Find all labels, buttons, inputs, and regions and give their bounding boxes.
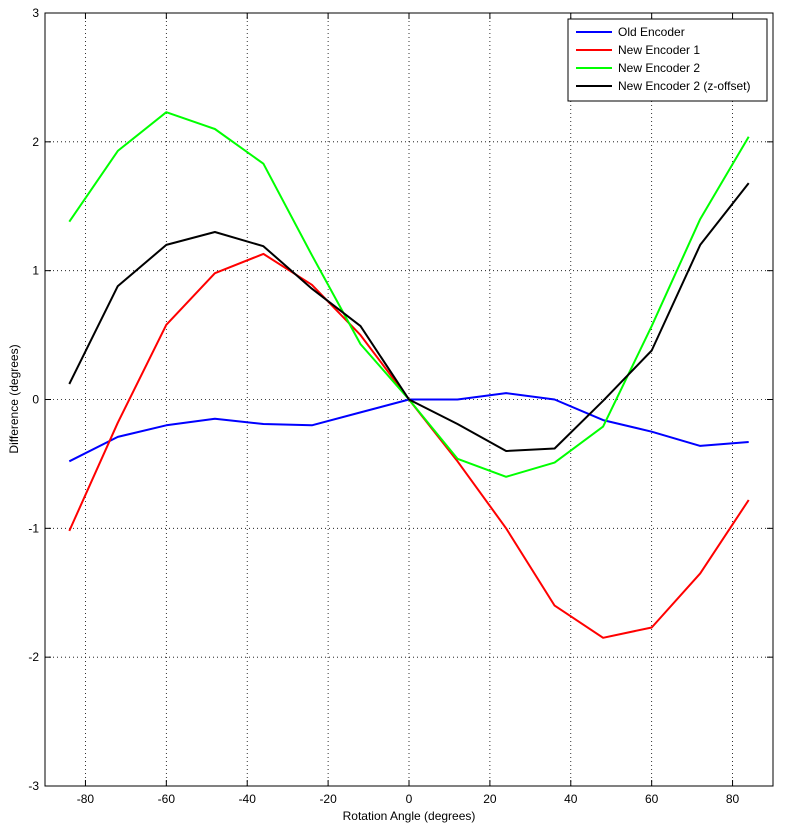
y-tick-label: 2 [32,135,39,149]
series-line-3 [68,182,750,452]
axis-ticks: -80 -60 -40 -20 0 20 40 60 80 -3 -2 -1 0 1 2 3 [28,6,773,806]
legend-label-1: New Encoder 1 [618,43,700,57]
y-tick-label: 1 [32,264,39,278]
legend: Old Encoder New Encoder 1 New Encoder 2 New… [567,18,768,102]
x-axis-title: Rotation Angle (degrees) [343,809,476,823]
legend-label-2: New Encoder 2 [618,61,700,75]
legend-label-0: Old Encoder [618,25,685,39]
x-tick-label: 40 [564,792,578,806]
y-tick-label: 0 [32,393,39,407]
y-tick-label: 3 [32,6,39,20]
x-tick-label: 20 [483,792,497,806]
series-group [68,111,750,639]
y-axis-title: Difference (degrees) [7,344,21,453]
x-tick-label: -60 [158,792,176,806]
x-tick-label: 80 [726,792,740,806]
x-tick-label: -20 [319,792,337,806]
y-tick-label: -3 [28,779,39,793]
x-tick-label: 60 [645,792,659,806]
x-tick-label: -80 [77,792,95,806]
y-tick-label: -1 [28,521,39,535]
x-tick-label: 0 [406,792,413,806]
y-tick-label: -2 [28,650,39,664]
legend-label-3: New Encoder 2 (z-offset) [618,79,751,93]
x-tick-label: -40 [239,792,257,806]
